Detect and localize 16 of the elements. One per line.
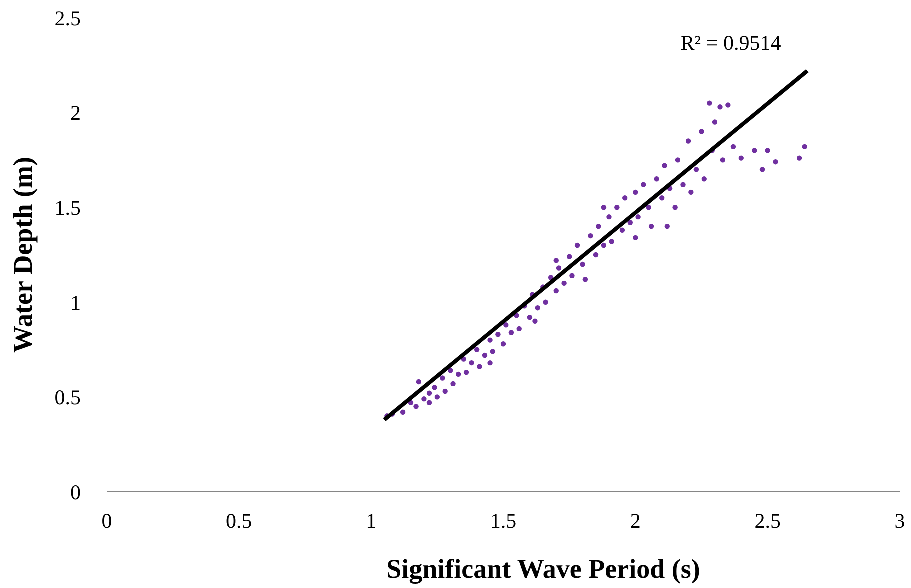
annotation: R² = 0.9514 [680, 31, 782, 55]
y-tick-label: 1 [70, 290, 81, 315]
x-tick-label: 1.5 [490, 509, 517, 533]
y-axis-title: Water Depth (m) [8, 157, 38, 353]
x-tick-label: 0.5 [226, 509, 252, 533]
x-tick-label: 2.5 [754, 509, 781, 533]
x-tick-label: 2 [630, 509, 641, 533]
y-tick-label: 0.5 [54, 386, 81, 410]
y-tick-label: 1.5 [54, 196, 81, 220]
x-tick-label: 3 [894, 509, 906, 533]
x-tick-label: 1 [366, 509, 377, 533]
y-tick-label: 2.5 [54, 6, 81, 30]
x-tick-label: 0 [102, 509, 112, 533]
y-tick-label: 2 [70, 101, 81, 126]
y-tick-label: 0 [70, 480, 81, 504]
x-axis-title: Significant Wave Period (s) [386, 554, 700, 584]
